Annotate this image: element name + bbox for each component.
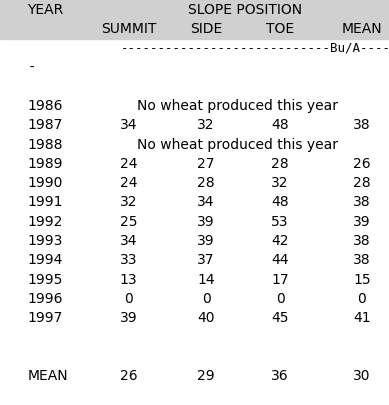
Text: 17: 17 [271,273,289,287]
Text: 25: 25 [120,215,137,229]
Text: 24: 24 [120,157,137,171]
Text: 1988: 1988 [27,138,63,151]
Text: 33: 33 [120,254,137,267]
Text: 1989: 1989 [27,157,63,171]
Text: -: - [27,60,36,75]
Text: 1986: 1986 [27,99,63,113]
Text: 45: 45 [272,311,289,325]
Text: 41: 41 [353,311,371,325]
Text: 24: 24 [120,176,137,190]
Text: 39: 39 [119,311,137,325]
Text: 1987: 1987 [27,118,63,132]
Text: 36: 36 [271,369,289,383]
Text: 28: 28 [353,176,371,190]
Text: 53: 53 [272,215,289,229]
Text: SLOPE POSITION: SLOPE POSITION [188,3,302,17]
Text: YEAR: YEAR [27,3,63,17]
Text: 26: 26 [119,369,137,383]
Text: 1990: 1990 [27,176,63,190]
Text: 1991: 1991 [27,196,63,209]
Text: 15: 15 [353,273,371,287]
Text: 39: 39 [197,234,215,248]
Text: 37: 37 [198,254,215,267]
Text: 1994: 1994 [27,254,63,267]
Text: 26: 26 [353,157,371,171]
Text: SUMMIT: SUMMIT [101,22,156,36]
Text: 1996: 1996 [27,292,63,306]
Text: No wheat produced this year: No wheat produced this year [137,138,338,151]
Text: No wheat produced this year: No wheat produced this year [137,99,338,113]
Text: 13: 13 [119,273,137,287]
Text: 14: 14 [197,273,215,287]
Text: 38: 38 [353,118,371,132]
Text: 38: 38 [353,254,371,267]
Text: 0: 0 [124,292,133,306]
Text: 48: 48 [271,118,289,132]
Text: 34: 34 [120,234,137,248]
Text: 34: 34 [120,118,137,132]
Text: 27: 27 [198,157,215,171]
Text: MEAN: MEAN [342,22,382,36]
Text: 40: 40 [198,311,215,325]
Text: 28: 28 [271,157,289,171]
Text: 30: 30 [353,369,370,383]
Text: ----------------------------Bu/A----------------------------: ----------------------------Bu/A--------… [121,42,389,55]
Text: 0: 0 [202,292,210,306]
Text: 39: 39 [353,215,371,229]
Text: 28: 28 [197,176,215,190]
Text: 1993: 1993 [27,234,63,248]
Text: 32: 32 [198,118,215,132]
Text: 42: 42 [272,234,289,248]
Text: 29: 29 [197,369,215,383]
Text: 34: 34 [198,196,215,209]
Text: 1995: 1995 [27,273,63,287]
Text: 48: 48 [271,196,289,209]
Text: 38: 38 [353,196,371,209]
Text: MEAN: MEAN [27,369,68,383]
Text: 1992: 1992 [27,215,63,229]
Text: 0: 0 [357,292,366,306]
Text: SIDE: SIDE [190,22,222,36]
Text: 0: 0 [276,292,284,306]
Text: 38: 38 [353,234,371,248]
Text: 39: 39 [197,215,215,229]
Text: TOE: TOE [266,22,294,36]
Text: 1997: 1997 [27,311,63,325]
Text: 32: 32 [272,176,289,190]
Text: 32: 32 [120,196,137,209]
Text: 44: 44 [272,254,289,267]
Bar [0,0,389,38]
